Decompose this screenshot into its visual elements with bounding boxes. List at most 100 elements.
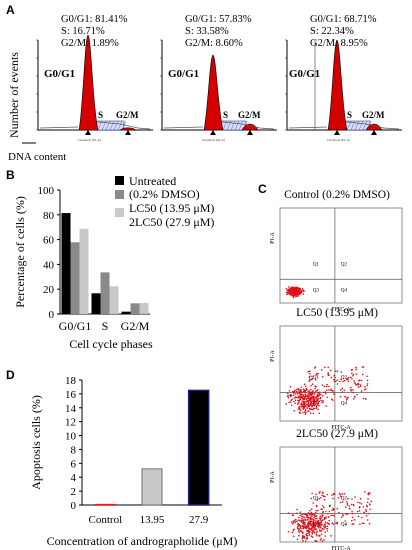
event-dot	[307, 514, 309, 517]
event-dot	[319, 534, 321, 537]
g2m-label: G2/M	[238, 110, 261, 120]
event-dot	[302, 403, 305, 406]
event-dot	[321, 516, 323, 518]
event-dot	[306, 406, 309, 409]
event-dot	[323, 506, 325, 509]
event-dot	[344, 523, 347, 526]
event-dot	[341, 387, 344, 390]
event-dot	[299, 520, 302, 522]
event-dot	[318, 404, 320, 407]
event-dot	[298, 392, 301, 395]
event-dot	[339, 395, 342, 398]
y-tick-label: 0	[49, 309, 55, 321]
event-dot	[322, 401, 324, 403]
g0g1-marker	[210, 130, 216, 135]
g2m-peak	[365, 123, 383, 131]
event-dot	[309, 397, 312, 400]
event-dot	[311, 513, 314, 516]
g0g1-label: G0/G1	[168, 68, 199, 80]
event-dot	[307, 390, 309, 393]
event-dot	[362, 506, 365, 508]
event-dot	[299, 288, 301, 291]
event-dot	[366, 379, 369, 382]
flow-x-label: FITC-A	[331, 425, 351, 431]
flow-plot-frame	[279, 207, 403, 304]
event-dot	[309, 370, 311, 373]
event-dot	[297, 527, 299, 530]
g2m-peak	[119, 127, 137, 131]
event-dot	[351, 498, 353, 500]
event-dot	[304, 413, 307, 415]
event-dot	[295, 396, 298, 399]
event-dot	[312, 412, 315, 415]
event-dot	[318, 400, 321, 403]
event-dot	[326, 383, 328, 386]
event-dot	[311, 408, 314, 411]
event-dot	[303, 407, 306, 409]
event-dot	[301, 405, 303, 408]
event-dot	[285, 291, 288, 293]
event-dot	[312, 404, 314, 407]
event-dot	[303, 537, 306, 539]
event-dot	[333, 393, 335, 396]
event-dot	[305, 540, 307, 542]
y-tick-label: 8	[71, 444, 77, 456]
panel-b-label: B	[6, 168, 15, 182]
event-dot	[359, 385, 362, 388]
event-dot	[356, 384, 359, 386]
x-tick-label: 27.9	[189, 514, 209, 526]
event-dot	[306, 515, 308, 518]
event-dot	[353, 381, 356, 384]
event-dot	[361, 373, 364, 376]
event-dot	[299, 408, 301, 410]
event-dot	[293, 519, 296, 522]
event-dot	[352, 374, 354, 377]
event-dot	[317, 509, 319, 512]
event-dot	[334, 376, 336, 379]
event-dot	[326, 493, 329, 496]
event-dot	[287, 290, 290, 292]
event-dot	[336, 370, 339, 372]
event-dot	[315, 528, 317, 531]
event-dot	[302, 289, 305, 292]
event-dot	[350, 369, 353, 371]
event-dot	[317, 400, 319, 402]
s-phase-hatch	[234, 120, 240, 131]
event-dot	[328, 523, 330, 525]
event-dot	[314, 379, 317, 381]
event-dot	[292, 292, 295, 295]
event-dot	[320, 521, 323, 524]
event-dot	[318, 522, 320, 524]
event-dot	[319, 522, 321, 524]
event-dot	[293, 528, 295, 531]
flow-x-label: FITC-A	[331, 546, 351, 550]
event-dot	[313, 516, 315, 519]
event-dot	[318, 391, 321, 394]
event-dot	[350, 390, 352, 392]
s-phase-hatch	[109, 120, 115, 131]
event-dot	[349, 376, 352, 379]
g2m-peak	[241, 123, 259, 131]
bar-G2M-1	[121, 311, 131, 314]
event-dot	[310, 391, 313, 394]
event-dot	[359, 384, 362, 386]
event-dot	[300, 527, 302, 530]
flow-y-label: PI-A	[270, 232, 276, 244]
event-dot	[313, 367, 316, 369]
event-dot	[307, 370, 310, 373]
event-dot	[307, 396, 310, 398]
event-dot	[321, 540, 324, 542]
event-dot	[298, 528, 301, 531]
event-dot	[333, 492, 335, 495]
event-dot	[323, 539, 325, 541]
event-dot	[331, 399, 334, 401]
x-tick-label: 13.95	[140, 514, 165, 526]
event-dot	[337, 496, 340, 499]
event-dot	[333, 374, 335, 377]
event-dot	[294, 292, 297, 294]
event-dot	[309, 402, 312, 404]
event-dot	[322, 495, 325, 497]
event-dot	[351, 510, 353, 513]
event-dot	[352, 523, 355, 525]
event-dot	[328, 374, 330, 377]
